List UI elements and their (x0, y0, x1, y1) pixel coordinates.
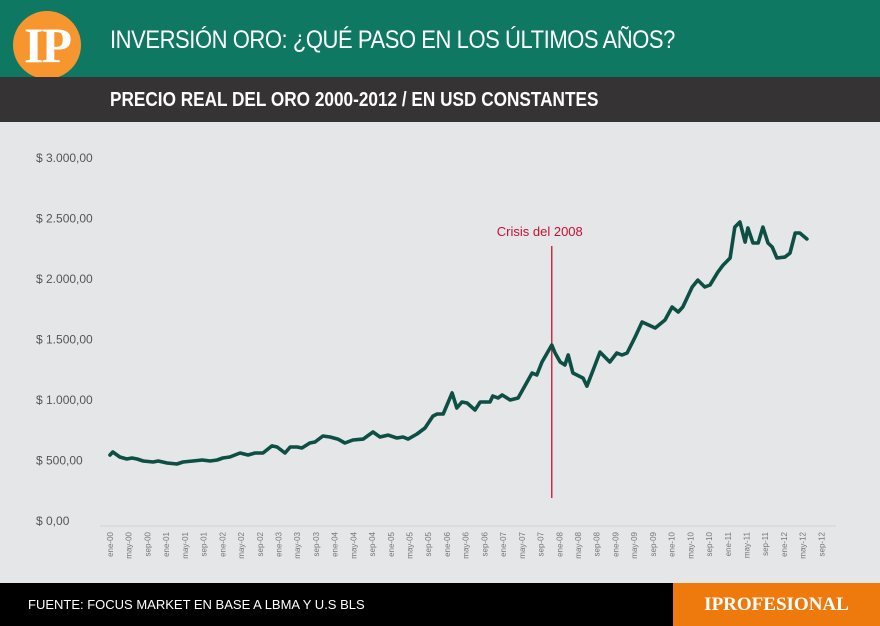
x-tick-label: ene-03 (274, 531, 283, 556)
source-note: FUENTE: FOCUS MARKET EN BASE A LBMA Y U.… (28, 597, 365, 612)
x-tick-label: may-09 (630, 531, 639, 558)
x-tick-label: sep-07 (537, 531, 546, 556)
x-tick-label: ene-07 (499, 531, 508, 556)
y-tick-label: $ 1.500,00 (36, 333, 93, 347)
gold-price-line (108, 220, 809, 466)
x-tick-label: sep-12 (817, 531, 826, 556)
x-tick-label: ene-06 (443, 531, 452, 556)
x-tick-label: may-07 (518, 531, 527, 558)
x-tick-label: ene-04 (331, 531, 340, 556)
y-tick-label: $ 1.000,00 (36, 393, 93, 407)
x-tick-label: sep-06 (480, 531, 489, 556)
x-tick-label: sep-03 (312, 531, 321, 556)
x-tick-label: may-00 (125, 531, 134, 558)
x-tick-label: may-05 (406, 531, 415, 558)
header-bar: IP INVERSIÓN ORO: ¿QUÉ PASO EN LOS ÚLTIM… (0, 0, 880, 79)
x-tick-label: ene-10 (668, 531, 677, 556)
x-tick-label: sep-01 (200, 531, 209, 556)
x-tick-label: may-10 (686, 531, 695, 558)
x-tick-label: ene-09 (611, 531, 620, 556)
x-tick-label: ene-12 (780, 531, 789, 556)
x-tick-label: ene-02 (218, 531, 227, 556)
y-tick-label: $ 3.000,00 (36, 151, 93, 165)
y-tick-label: $ 2.000,00 (36, 272, 93, 286)
brand-logo: IPROFESIONAL (673, 583, 880, 626)
x-tick-label: ene-11 (724, 531, 733, 556)
x-tick-label: sep-05 (424, 531, 433, 556)
y-tick-label: $ 500,00 (36, 454, 83, 468)
y-tick-label: $ 0,00 (36, 514, 70, 528)
x-tick-label: may-08 (574, 531, 583, 558)
x-tick-label: may-04 (349, 531, 358, 558)
page-title: INVERSIÓN ORO: ¿QUÉ PASO EN LOS ÚLTIMOS … (110, 26, 675, 54)
x-tick-label: ene-00 (106, 531, 115, 556)
chart-title: PRECIO REAL DEL ORO 2000-2012 / EN USD C… (110, 89, 599, 111)
x-tick-label: sep-10 (705, 531, 714, 556)
subtitle-bar: PRECIO REAL DEL ORO 2000-2012 / EN USD C… (0, 77, 880, 122)
x-tick-label: may-02 (237, 531, 246, 558)
footer-bar: FUENTE: FOCUS MARKET EN BASE A LBMA Y U.… (0, 583, 880, 626)
x-tick-label: ene-08 (555, 531, 564, 556)
x-tick-label: sep-09 (649, 531, 658, 556)
x-tick-label: may-03 (293, 531, 302, 558)
crisis-annotation-label: Crisis del 2008 (497, 224, 583, 239)
x-tick-label: ene-01 (162, 531, 171, 556)
x-tick-label: may-12 (799, 531, 808, 558)
x-tick-label: sep-08 (593, 531, 602, 556)
x-tick-label: ene-05 (387, 531, 396, 556)
x-tick-label: may-01 (181, 531, 190, 558)
x-tick-label: may-06 (462, 531, 471, 558)
x-tick-label: sep-00 (143, 531, 152, 556)
y-tick-label: $ 2.500,00 (36, 212, 93, 226)
ip-logo: IP (13, 11, 81, 79)
x-tick-label: may-11 (742, 531, 751, 558)
x-tick-label: sep-11 (761, 531, 770, 555)
x-tick-label: sep-02 (256, 531, 265, 556)
x-tick-label: sep-04 (368, 531, 377, 556)
gold-price-chart: $ 0,00 $ 500,00 $ 1.000,00 $ 1.500,00 $ 2.00… (36, 151, 836, 559)
